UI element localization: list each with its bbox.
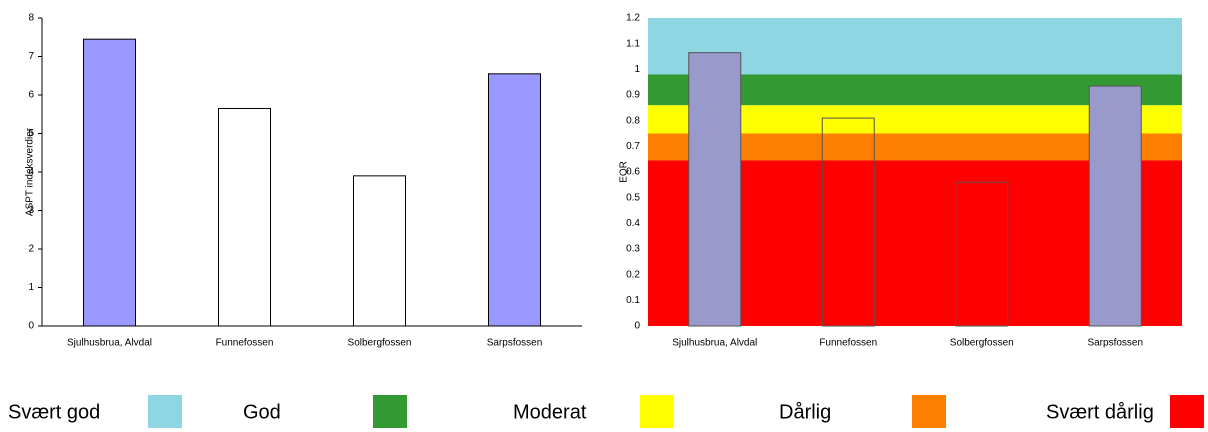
x-tick-label: Solbergfossen (348, 338, 412, 349)
legend-swatch (912, 395, 946, 428)
bar (688, 52, 742, 327)
y-tick-label: 1 (634, 64, 640, 75)
legend-label: Svært dårlig (1046, 401, 1154, 423)
y-tick-label: 2 (28, 244, 34, 255)
y-tick-label: 1 (28, 282, 34, 293)
x-tick-label: Sarpsfossen (1087, 338, 1143, 349)
legend-swatch (373, 395, 407, 428)
y-tick-label: 1.1 (626, 38, 640, 49)
y-tick-label: 0.7 (626, 141, 640, 152)
y-tick-label: 4 (28, 167, 34, 178)
bar (955, 181, 1009, 327)
y-tick-label: 0.8 (626, 115, 640, 126)
y-tick-label: 0.3 (626, 244, 640, 255)
x-tick-label: Funnefossen (819, 338, 877, 349)
y-tick-label: 0 (28, 321, 34, 332)
y-axis-label: ASPT indeksverdier (25, 127, 36, 216)
y-tick-label: 0.9 (626, 90, 640, 101)
legend-label: Moderat (513, 401, 587, 423)
y-tick-label: 8 (28, 13, 34, 24)
y-tick-label: 0.5 (626, 192, 640, 203)
y-tick-label: 1.2 (626, 13, 640, 24)
y-tick-label: 0.6 (626, 167, 640, 178)
y-tick-label: 0 (634, 321, 640, 332)
legend-label: Dårlig (779, 401, 831, 423)
legend-label: Svært god (8, 401, 100, 423)
bar (83, 38, 136, 327)
y-tick-label: 5 (28, 128, 34, 139)
x-tick-label: Funnefossen (216, 338, 274, 349)
x-tick-label: Sarpsfossen (487, 338, 543, 349)
y-tick-label: 3 (28, 205, 34, 216)
y-tick-label: 0.4 (626, 218, 640, 229)
x-tick-label: Solbergfossen (950, 338, 1014, 349)
legend-label: God (243, 401, 281, 423)
y-tick-label: 7 (28, 51, 34, 62)
bar (821, 117, 875, 327)
y-tick-label: 0.2 (626, 269, 640, 280)
bar (218, 107, 271, 327)
y-tick-label: 0.1 (626, 295, 640, 306)
y-axis-label: EQR (619, 161, 630, 183)
bar (488, 73, 541, 327)
bar (1088, 85, 1142, 327)
legend-swatch (148, 395, 182, 428)
legend-swatch (640, 395, 674, 428)
bar (353, 175, 406, 327)
x-tick-label: Sjulhusbrua, Alvdal (672, 338, 757, 349)
y-tick-label: 6 (28, 90, 34, 101)
legend-swatch (1170, 395, 1204, 428)
x-tick-label: Sjulhusbrua, Alvdal (67, 338, 152, 349)
